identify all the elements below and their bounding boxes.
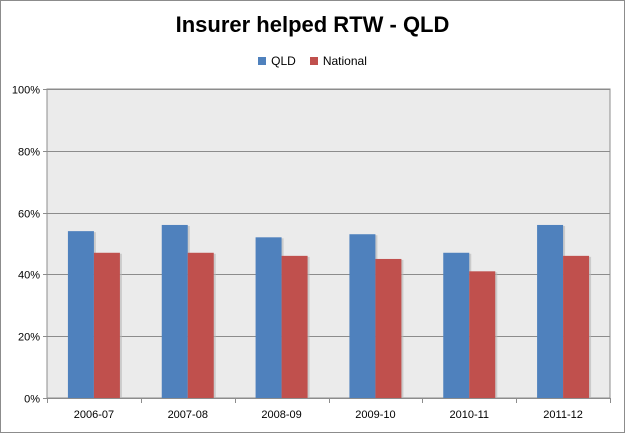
- bar-national-2008-09: [281, 255, 308, 398]
- x-tick-label: 2011-12: [543, 409, 583, 421]
- x-tick-label: 2006-07: [74, 409, 114, 421]
- x-tick-label: 2009-10: [355, 409, 395, 421]
- bar-national-2006-07: [93, 252, 120, 398]
- bar-qld-2007-08: [161, 224, 188, 398]
- bar-qld-2008-09: [255, 237, 282, 398]
- bar-national-2007-08: [187, 252, 214, 398]
- bar-qld-2010-11: [443, 252, 470, 398]
- legend-label-qld: QLD: [271, 54, 296, 68]
- x-tick-label: 2008-09: [261, 409, 301, 421]
- y-tick-label: 60%: [18, 209, 40, 221]
- bar-national-2011-12: [563, 255, 590, 398]
- bar-national-2009-10: [375, 258, 402, 398]
- legend-item-qld: QLD: [258, 54, 296, 68]
- y-tick-label: 40%: [18, 270, 40, 282]
- bar-national-2010-11: [469, 271, 496, 398]
- y-tick-label: 100%: [12, 85, 40, 97]
- plot-area: [46, 88, 611, 399]
- legend-swatch-qld: [258, 57, 267, 65]
- chart-legend: QLD National: [0, 54, 625, 68]
- x-tick-label: 2010-11: [449, 409, 489, 421]
- y-tick-label: 0%: [24, 394, 40, 406]
- chart-title: Insurer helped RTW - QLD: [175, 12, 450, 37]
- y-tick-label: 80%: [18, 147, 40, 159]
- bar-qld-2006-07: [67, 231, 94, 398]
- legend-label-national: National: [322, 54, 367, 68]
- bar-qld-2009-10: [349, 234, 376, 398]
- bar-qld-2011-12: [537, 224, 564, 398]
- y-tick-label: 20%: [18, 332, 40, 344]
- x-tick-label: 2007-08: [168, 409, 208, 421]
- legend-swatch-national: [309, 57, 318, 65]
- legend-item-national: National: [309, 54, 367, 68]
